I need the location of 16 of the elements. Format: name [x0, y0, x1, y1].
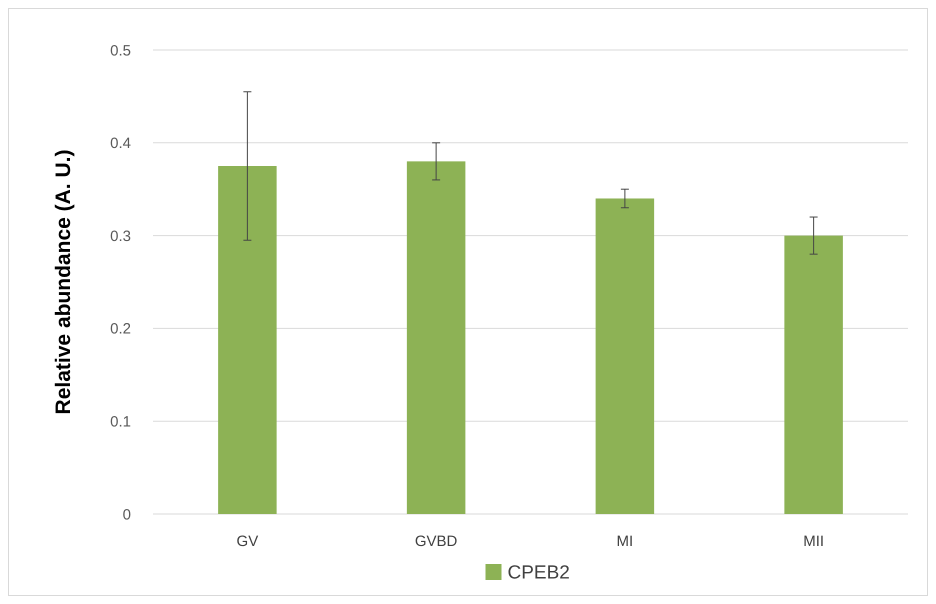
legend-label: CPEB2	[508, 562, 570, 584]
x-tick-label: GVBD	[414, 533, 458, 550]
bar	[406, 161, 466, 514]
x-tick-label: MI	[616, 533, 634, 550]
y-tick-label: 0	[122, 506, 131, 524]
bar	[784, 236, 843, 514]
y-axis-title: Relative abundance (A. U.)	[52, 150, 75, 414]
x-tick-label: GV	[236, 533, 258, 550]
y-tick-label: 0.2	[110, 320, 131, 338]
y-tick-label: 0.1	[110, 413, 131, 430]
x-tick-label: MII	[803, 533, 824, 550]
bar	[596, 198, 654, 514]
y-tick-label: 0.5	[110, 42, 131, 60]
y-tick-label: 0.4	[110, 135, 131, 152]
y-tick-label: 0.3	[110, 228, 131, 245]
bar	[218, 166, 277, 514]
